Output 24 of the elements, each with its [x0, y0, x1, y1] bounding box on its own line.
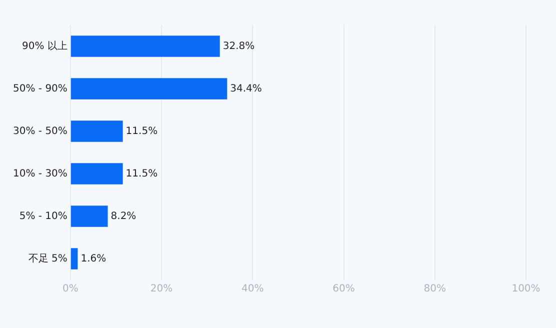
- data-label: 11.5%: [126, 168, 158, 180]
- bar: [70, 78, 228, 100]
- data-label: 34.4%: [230, 83, 262, 94]
- x-tick-label: 20%: [150, 284, 173, 295]
- x-tick-label: 100%: [512, 284, 540, 295]
- data-label: 32.8%: [222, 40, 255, 52]
- bar: [70, 36, 220, 57]
- bar: [70, 206, 108, 227]
- y-tick-label: 90% 以上: [22, 40, 68, 52]
- y-tick-label: 10% - 30%: [12, 168, 68, 180]
- data-label: 11.5%: [126, 126, 158, 137]
- bar: [70, 120, 123, 142]
- data-label: 1.6%: [80, 253, 106, 264]
- x-tick-label: 60%: [332, 284, 355, 295]
- bar: [70, 248, 78, 270]
- x-tick-label: 40%: [242, 284, 264, 295]
- bar: [70, 163, 123, 184]
- y-tick-label: 不足 5%: [28, 253, 68, 264]
- x-tick-label: 80%: [424, 284, 446, 295]
- y-tick-label: 5% - 10%: [19, 210, 68, 222]
- x-tick-label: 0%: [62, 284, 78, 295]
- data-label: 8.2%: [110, 210, 136, 222]
- y-tick-label: 30% - 50%: [12, 126, 68, 137]
- y-tick-label: 50% - 90%: [12, 83, 68, 94]
